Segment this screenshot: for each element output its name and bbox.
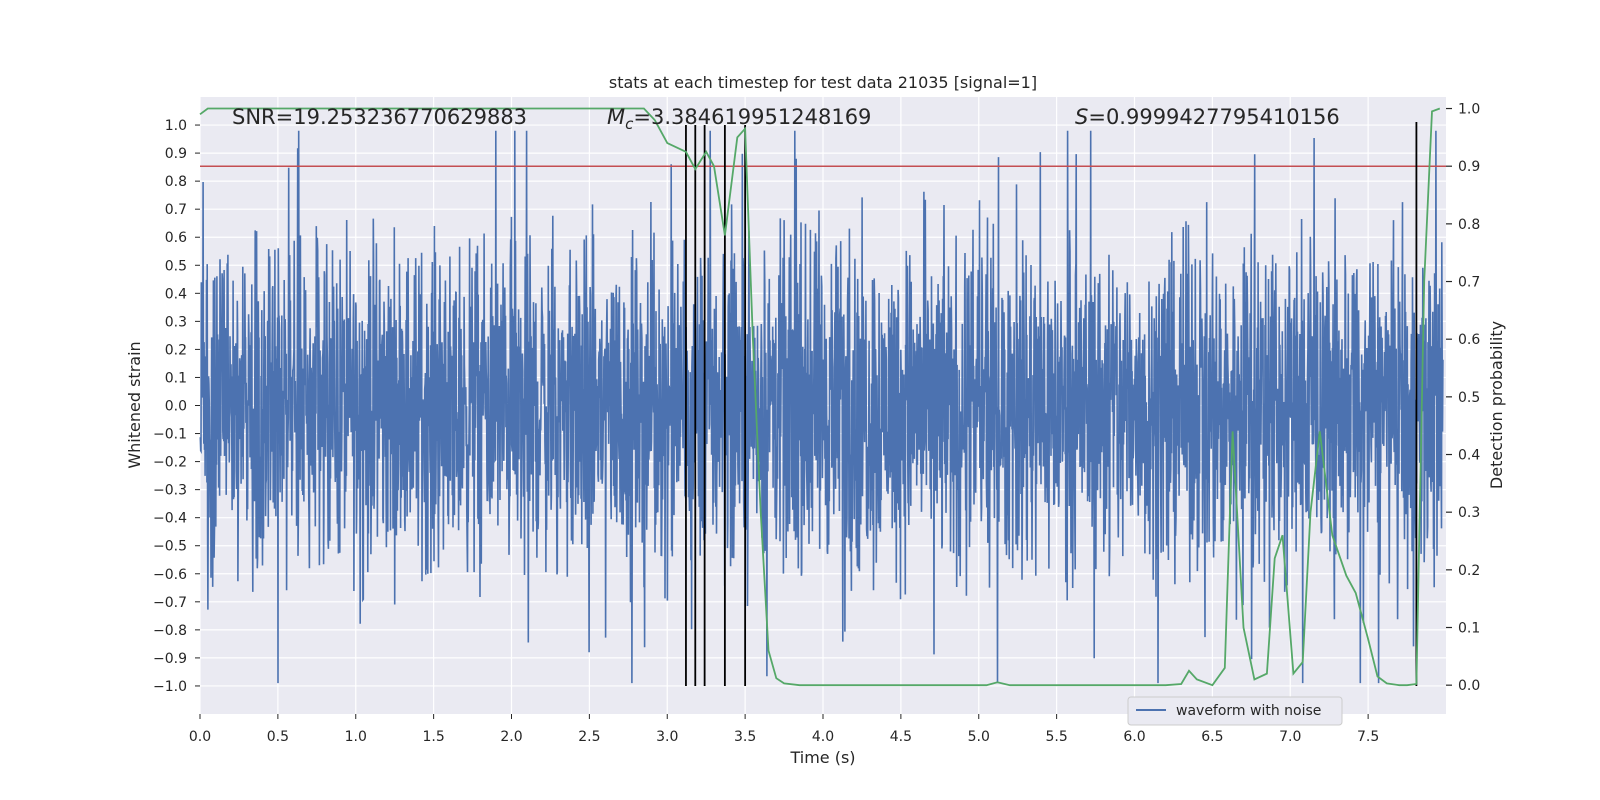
waveform-with-noise-series	[199, 130, 1444, 684]
mc-subscript: c	[625, 115, 634, 133]
x-axis-label: Time (s)	[789, 748, 855, 767]
y-left-axis-label: Whitened strain	[125, 341, 144, 468]
y-left-tick-label: 0.2	[165, 342, 187, 358]
detection-probability-line	[199, 107, 1441, 687]
x-tick-label: 4.5	[890, 729, 912, 745]
y-left-tick-label: 0.1	[165, 370, 187, 386]
legend: waveform with noise	[1127, 696, 1343, 726]
x-tick-labels: 0.0 0.5 1.0 1.5 2.0 2.5 3.0 3.5 4.0 4.5 5.0 5.5 6.0 6…	[189, 714, 1379, 745]
y-left-tick-label: 0.4	[165, 286, 187, 302]
y-left-tick-label: 0.9	[165, 146, 187, 162]
x-tick-label: 3.0	[656, 729, 678, 745]
x-tick-label: 6.5	[1201, 729, 1223, 745]
mc-value: =3.384619951248169	[633, 105, 871, 129]
x-tick-label: 1.0	[345, 729, 367, 745]
x-tick-label: 5.0	[968, 729, 990, 745]
y-left-tick-label: 0.0	[165, 399, 187, 415]
x-tick-label: 0.0	[189, 729, 211, 745]
snr-annotation: SNR=19.253236770629883	[232, 105, 527, 129]
y-left-tick-label: −0.7	[153, 595, 187, 611]
y-left-tick-labels: 1.0 0.9 0.8 0.7 0.6 0.5 0.4 0.3 0.2 0.1 0.0 −0.1 −0.…	[153, 118, 200, 695]
y-right-tick-label: 0.2	[1458, 563, 1480, 579]
legend-label: waveform with noise	[1176, 703, 1321, 719]
y-left-tick-label: −0.5	[153, 539, 187, 555]
s-value: =0.9999427795410156	[1088, 105, 1339, 129]
s-annotation: S=0.9999427795410156	[1075, 105, 1340, 129]
y-right-tick-label: 0.5	[1458, 390, 1480, 406]
y-left-tick-label: 0.7	[165, 202, 187, 218]
y-left-tick-label: 0.6	[165, 230, 187, 246]
y-left-tick-label: 0.3	[165, 314, 187, 330]
mc-symbol: M	[607, 105, 625, 129]
y-left-tick-label: −0.6	[153, 567, 187, 583]
x-tick-label: 7.0	[1279, 729, 1301, 745]
vertical-markers	[685, 122, 1418, 686]
waveform-line	[199, 130, 1444, 684]
y-right-tick-label: 0.1	[1458, 621, 1480, 637]
x-tick-label: 0.5	[267, 729, 289, 745]
x-tick-label: 7.5	[1357, 729, 1379, 745]
y-left-tick-label: −0.3	[153, 483, 187, 499]
x-tick-label: 1.5	[422, 729, 444, 745]
y-right-tick-labels: 1.0 0.9 0.8 0.7 0.6 0.5 0.4 0.3 0.2 0.1 0.0	[1446, 102, 1480, 694]
y-left-tick-label: −0.8	[153, 623, 187, 639]
detection-probability-series	[199, 107, 1441, 687]
legend-box	[1127, 696, 1343, 726]
x-tick-label: 5.5	[1045, 729, 1067, 745]
y-right-tick-label: 0.8	[1458, 217, 1480, 233]
chart-title: stats at each timestep for test data 210…	[609, 73, 1037, 92]
x-tick-label: 2.5	[578, 729, 600, 745]
y-left-tick-label: −0.9	[153, 651, 187, 667]
y-right-tick-label: 0.9	[1458, 159, 1480, 175]
x-tick-label: 4.0	[812, 729, 834, 745]
y-right-tick-label: 0.7	[1458, 275, 1480, 291]
y-left-tick-label: −1.0	[153, 679, 187, 695]
x-tick-label: 6.0	[1123, 729, 1145, 745]
y-left-tick-label: 1.0	[165, 118, 187, 134]
x-tick-label: 2.0	[500, 729, 522, 745]
y-right-tick-label: 1.0	[1458, 102, 1480, 118]
y-left-tick-label: 0.8	[165, 174, 187, 190]
y-right-tick-label: 0.3	[1458, 505, 1480, 521]
y-left-tick-label: −0.2	[153, 455, 187, 471]
y-right-tick-label: 0.0	[1458, 678, 1480, 694]
y-left-tick-label: −0.1	[153, 427, 187, 443]
chirp-mass-annotation: Mc=3.384619951248169	[607, 105, 871, 133]
s-symbol: S	[1075, 105, 1088, 129]
x-tick-label: 3.5	[734, 729, 756, 745]
y-left-tick-label: 0.5	[165, 258, 187, 274]
y-right-axis-label: Detection probability	[1487, 321, 1506, 489]
y-left-tick-label: −0.4	[153, 511, 187, 527]
y-right-tick-label: 0.6	[1458, 332, 1480, 348]
y-right-tick-label: 0.4	[1458, 448, 1480, 464]
